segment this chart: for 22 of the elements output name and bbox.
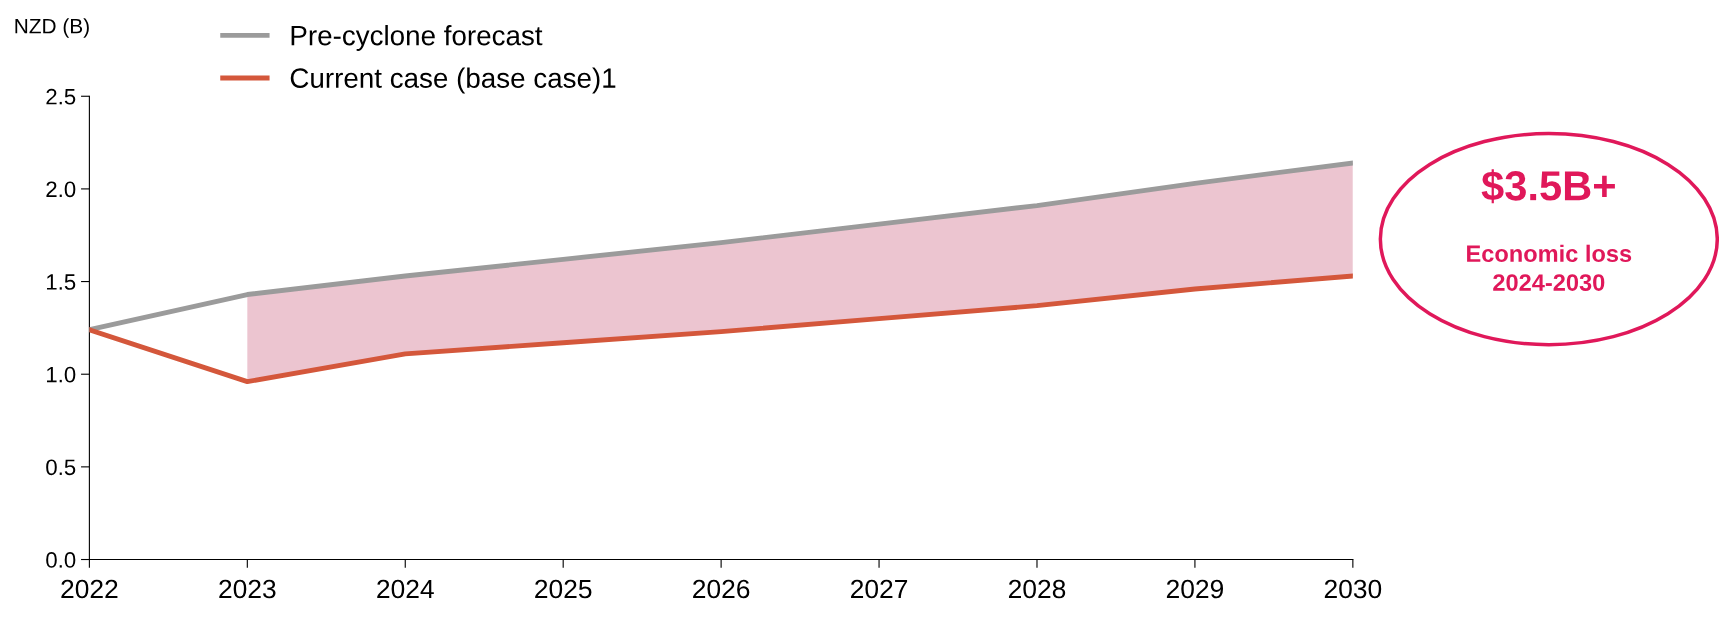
x-tick-label: 2023 bbox=[219, 579, 276, 599]
legend-label: Current case (base case)1 bbox=[290, 67, 616, 94]
y-tick-label: 1.0 bbox=[47, 366, 76, 383]
y-tick-label: 2.0 bbox=[46, 181, 76, 198]
line-series bbox=[89, 273, 1353, 385]
x-tick-label: 2027 bbox=[851, 579, 908, 599]
x-tick-label: 2028 bbox=[1008, 579, 1066, 599]
x-tick-label: 2029 bbox=[1166, 579, 1224, 599]
x-tick-label: 2025 bbox=[535, 579, 592, 599]
x-tick-label: 2030 bbox=[1324, 579, 1382, 599]
y-axis-title: NZD (B) bbox=[15, 18, 89, 38]
text: $3.5B+ bbox=[1481, 169, 1615, 204]
x-tick-label: 2026 bbox=[693, 579, 750, 599]
text: Economic loss 2024-2030 bbox=[1467, 244, 1632, 291]
y-tick-label: 0.5 bbox=[46, 459, 76, 476]
x-tick-label: 2024 bbox=[377, 579, 434, 599]
line-series bbox=[89, 160, 1353, 333]
y-tick-label: 0.0 bbox=[46, 552, 76, 568]
y-tick-label: 2.5 bbox=[46, 88, 76, 105]
x-tick-label: 2022 bbox=[61, 579, 118, 599]
legend-label: Pre-cyclone forecast bbox=[291, 25, 543, 51]
y-tick-label: 1.5 bbox=[47, 274, 76, 290]
